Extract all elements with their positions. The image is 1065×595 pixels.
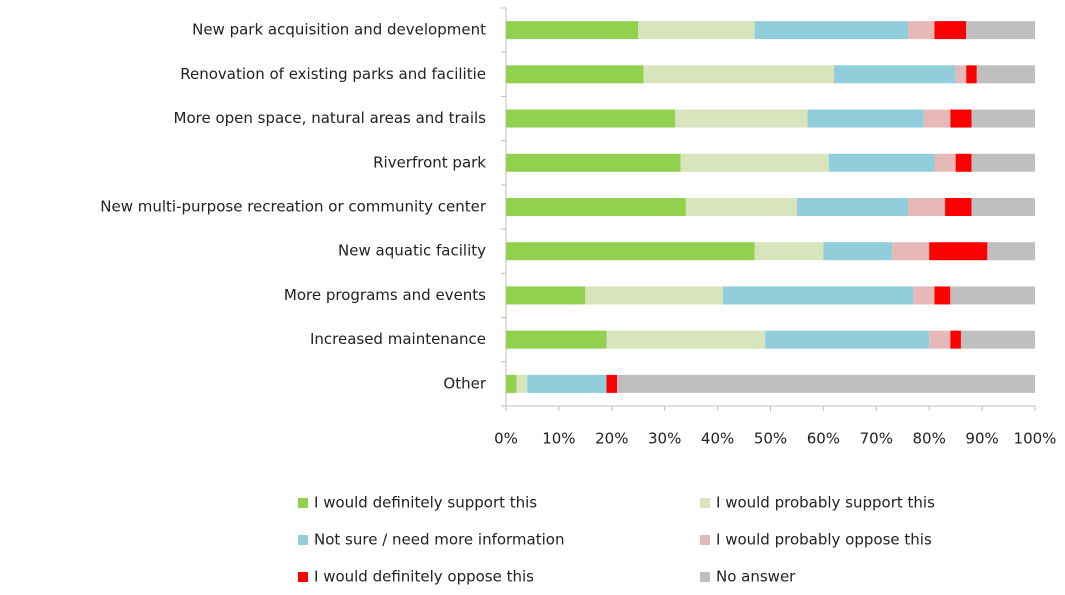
bar-segment [971,198,1035,216]
legend-swatch [298,572,308,582]
bar-segment [934,21,967,40]
x-tick-label: 0% [494,430,518,448]
bar-segment [506,109,676,128]
bar-segment [506,286,586,305]
x-tick-label: 40% [701,430,734,448]
category-label: More open space, natural areas and trail… [174,109,487,127]
x-tick-label: 50% [754,430,787,448]
bar-segment [945,198,972,216]
legend-swatch [700,572,710,582]
bar-segment [506,65,644,84]
bar-segment [934,286,951,305]
x-tick-label: 90% [965,430,998,448]
bar-segment [506,198,686,216]
bar-segment [506,153,681,172]
bar-segment [643,65,834,84]
bar-segment [929,242,988,261]
bar-segment [833,65,956,84]
bar-segment [754,242,824,261]
bar-segment [955,153,972,172]
bar-segment [934,153,956,172]
bar-segment [923,109,951,128]
legend-swatch [700,498,710,508]
bar-segment [929,330,951,349]
bar-segment [971,153,1035,172]
legend-label: I would probably oppose this [716,531,932,549]
bar-segment [971,109,1035,128]
legend-swatch [700,535,710,545]
legend-label: I would probably support this [716,494,935,512]
bar-segment [765,330,930,349]
bar-segment [908,21,935,40]
bar-segment [960,330,1035,349]
x-tick-label: 80% [913,430,946,448]
bar-segment [506,21,639,40]
category-label: Other [443,374,486,392]
bar-segment [966,65,977,84]
bar-segment [606,374,618,393]
legend-label: I would definitely oppose this [314,568,534,586]
legend-swatch [298,498,308,508]
bar-segment [680,153,829,172]
bar-segment [754,21,909,40]
x-tick-label: 70% [860,430,893,448]
bar-segment [638,21,755,40]
category-label: Renovation of existing parks and facilit… [180,65,486,83]
x-tick-label: 100% [1014,430,1057,448]
bar-segment [585,286,723,305]
bar-segment [892,242,930,261]
x-tick-label: 20% [595,430,628,448]
x-tick-label: 60% [807,430,840,448]
x-tick-label: 10% [542,430,575,448]
bar-segment [506,330,607,349]
legend-label: No answer [716,568,796,586]
legend-label: I would definitely support this [314,494,537,512]
bar-segment [908,198,946,216]
bar-segment [976,65,1035,84]
bar-segment [527,374,607,393]
bar-segment [506,374,517,393]
bar-segment [722,286,914,305]
bar-segment [796,198,909,216]
category-label: New aquatic facility [338,242,486,260]
bar-segment [966,21,1035,40]
category-label: Increased maintenance [310,330,486,348]
legend-swatch [298,535,308,545]
bar-segment [950,330,961,349]
bar-segment [807,109,924,128]
bar-segment [675,109,808,128]
category-label: New park acquisition and development [192,21,486,39]
bar-segment [685,198,797,216]
bar-segment [950,109,972,128]
bar-segment [506,242,755,261]
bar-segment [516,374,528,393]
legend-label: Not sure / need more information [314,531,564,549]
category-label: New multi-purpose recreation or communit… [100,198,487,216]
bar-segment [606,330,766,349]
x-tick-label: 30% [648,430,681,448]
category-label: Riverfront park [373,153,486,171]
bar-segment [955,65,967,84]
bar-segment [617,374,1035,393]
bar-segment [950,286,1035,305]
category-label: More programs and events [284,286,486,304]
bar-segment [828,153,935,172]
bar-segment [913,286,935,305]
bar-segment [823,242,893,261]
bar-segment [987,242,1035,261]
